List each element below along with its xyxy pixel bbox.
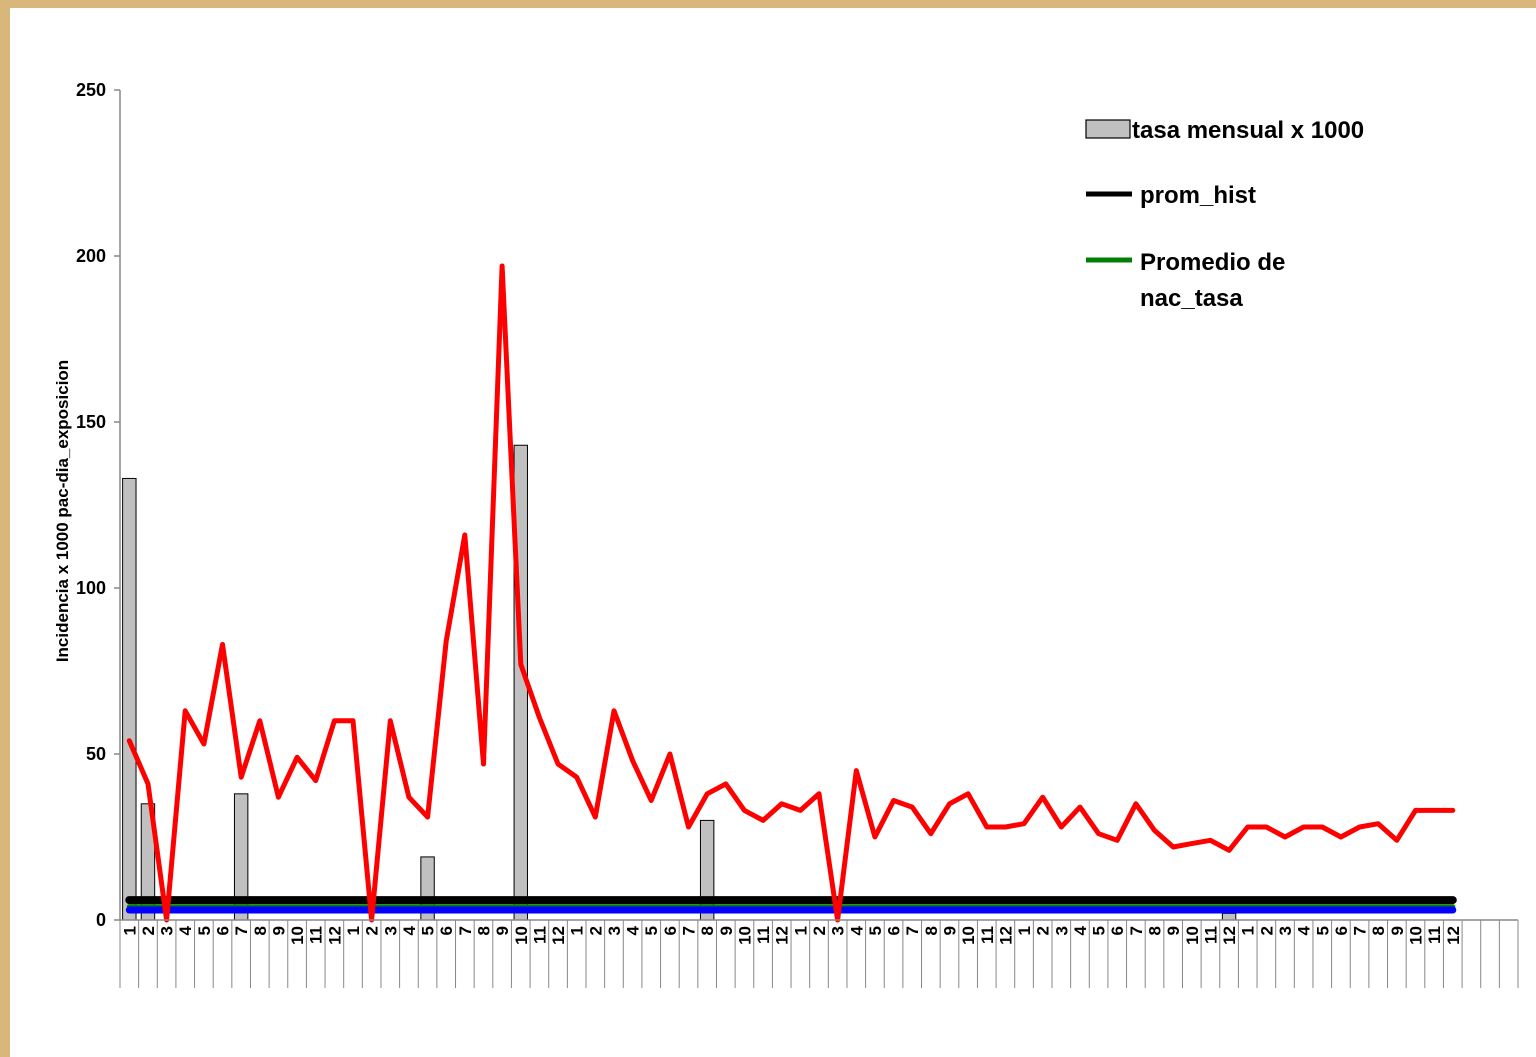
x-tick-label-52: 5: [1090, 926, 1109, 935]
x-tick-label-35: 12: [773, 926, 792, 945]
x-tick-label-60: 1: [1239, 926, 1258, 935]
x-tick-label-23: 12: [549, 926, 568, 945]
x-tick-label-6: 7: [232, 926, 251, 935]
legend-label-prom-hist: prom_hist: [1140, 182, 1256, 209]
x-tick-label-61: 2: [1257, 926, 1276, 935]
x-ticks-layer: 1 2 3 4 5 6 7 8 9 10 11 12 1 2 3 4 5 6 7 8 9 10 11 12 1 2 3 4 5 6 7 8 9 1…: [120, 925, 1463, 944]
x-tick-label-26: 3: [605, 926, 624, 935]
x-tick-label-40: 5: [866, 926, 885, 935]
y-tick-label-100: 100: [76, 578, 106, 598]
bar-59: [1221, 912, 1237, 921]
x-tick-label-20: 9: [493, 926, 512, 935]
x-tick-label-11: 12: [325, 926, 344, 945]
x-tick-label-29: 6: [661, 926, 680, 935]
x-tick-label-32: 9: [717, 926, 736, 935]
bar-0: [122, 477, 137, 921]
x-tick-label-28: 5: [642, 926, 661, 935]
x-tick-label-19: 8: [475, 926, 494, 935]
x-tick-label-37: 2: [810, 926, 829, 935]
x-tick-label-46: 11: [978, 926, 997, 944]
lines-layer: [125, 263, 1457, 923]
chart-frame: Incidencia x 1000 pac-dia_exposicion 0 50…: [10, 8, 1536, 1057]
x-tick-label-24: 1: [568, 926, 587, 935]
x-tick-label-43: 8: [922, 926, 941, 935]
x-tick-label-70: 11: [1425, 926, 1444, 944]
x-tick-label-45: 10: [959, 926, 978, 945]
legend-swatch-bars: [1085, 119, 1131, 139]
x-tick-label-56: 9: [1164, 926, 1183, 935]
x-tick-label-54: 7: [1127, 926, 1146, 935]
x-tick-label-71: 12: [1444, 926, 1463, 945]
x-tick-label-3: 4: [176, 925, 195, 935]
x-tick-label-13: 2: [363, 926, 382, 935]
x-tick-label-10: 11: [307, 926, 326, 944]
x-tick-label-67: 8: [1369, 926, 1388, 935]
x-tick-label-7: 8: [251, 926, 270, 935]
x-tick-label-36: 1: [791, 926, 810, 935]
x-tick-label-57: 10: [1183, 926, 1202, 945]
x-tick-label-48: 1: [1015, 926, 1034, 935]
x-tick-label-21: 10: [512, 926, 531, 945]
red-rate-line: [126, 263, 1456, 923]
x-tick-label-55: 8: [1146, 926, 1165, 935]
y-axis-label: Incidencia x 1000 pac-dia_exposicion: [53, 360, 72, 662]
legend-label-nac-tasa: Promedio de nac_tasa: [1140, 249, 1285, 312]
axes-layer: [114, 89, 1519, 988]
x-tick-label-0: 1: [120, 926, 139, 935]
x-tick-label-58: 11: [1201, 926, 1220, 944]
y-tick-label-150: 150: [76, 412, 106, 432]
x-tick-label-12: 1: [344, 926, 363, 935]
bars-layer: [122, 444, 1237, 921]
x-tick-label-62: 3: [1276, 926, 1295, 935]
x-tick-label-47: 12: [996, 926, 1015, 945]
x-tick-label-64: 5: [1313, 926, 1332, 935]
x-tick-label-14: 3: [381, 926, 400, 935]
legend: tasa mensual x 1000 prom_hist Promedio de n…: [1085, 117, 1364, 312]
x-tick-label-59: 12: [1220, 926, 1239, 945]
x-tick-label-39: 4: [847, 925, 866, 935]
x-tick-label-27: 4: [624, 925, 643, 935]
x-tick-label-4: 5: [195, 926, 214, 935]
x-tick-label-66: 7: [1351, 926, 1370, 935]
x-tick-label-63: 4: [1295, 925, 1314, 935]
x-tick-label-69: 10: [1407, 926, 1426, 945]
x-tick-label-41: 6: [885, 926, 904, 935]
x-tick-label-53: 6: [1108, 926, 1127, 935]
x-tick-label-22: 11: [530, 926, 549, 944]
x-tick-label-5: 6: [214, 926, 233, 935]
x-tick-label-15: 4: [400, 925, 419, 935]
y-ticks-layer: 0 50 100 150 200 250: [76, 80, 106, 930]
y-tick-label-200: 200: [76, 246, 106, 266]
x-tick-label-2: 3: [158, 926, 177, 935]
x-tick-label-17: 6: [437, 926, 456, 935]
x-tick-label-30: 7: [680, 926, 699, 935]
x-tick-label-8: 9: [269, 926, 288, 935]
x-tick-label-50: 3: [1052, 926, 1071, 935]
x-tick-label-65: 6: [1332, 926, 1351, 935]
x-tick-label-18: 7: [456, 926, 475, 935]
y-tick-label-50: 50: [86, 744, 106, 764]
y-axis-label-group: Incidencia x 1000 pac-dia_exposicion: [53, 360, 72, 662]
x-tick-label-33: 10: [735, 926, 754, 945]
x-tick-label-38: 3: [829, 926, 848, 935]
y-tick-label-0: 0: [96, 910, 106, 930]
x-tick-label-9: 10: [288, 926, 307, 945]
x-tick-label-1: 2: [139, 926, 158, 935]
x-tick-label-44: 9: [941, 926, 960, 935]
x-tick-label-34: 11: [754, 926, 773, 944]
x-tick-label-49: 2: [1034, 926, 1053, 935]
x-tick-label-31: 8: [698, 926, 717, 935]
legend-label-bars: tasa mensual x 1000: [1132, 117, 1364, 144]
chart: Incidencia x 1000 pac-dia_exposicion 050…: [53, 80, 1519, 988]
x-tick-label-25: 2: [586, 926, 605, 935]
x-tick-label-51: 4: [1071, 925, 1090, 935]
x-tick-label-68: 9: [1388, 926, 1407, 935]
x-tick-label-42: 7: [903, 926, 922, 935]
x-tick-label-16: 5: [419, 926, 438, 935]
y-tick-label-250: 250: [76, 80, 106, 100]
